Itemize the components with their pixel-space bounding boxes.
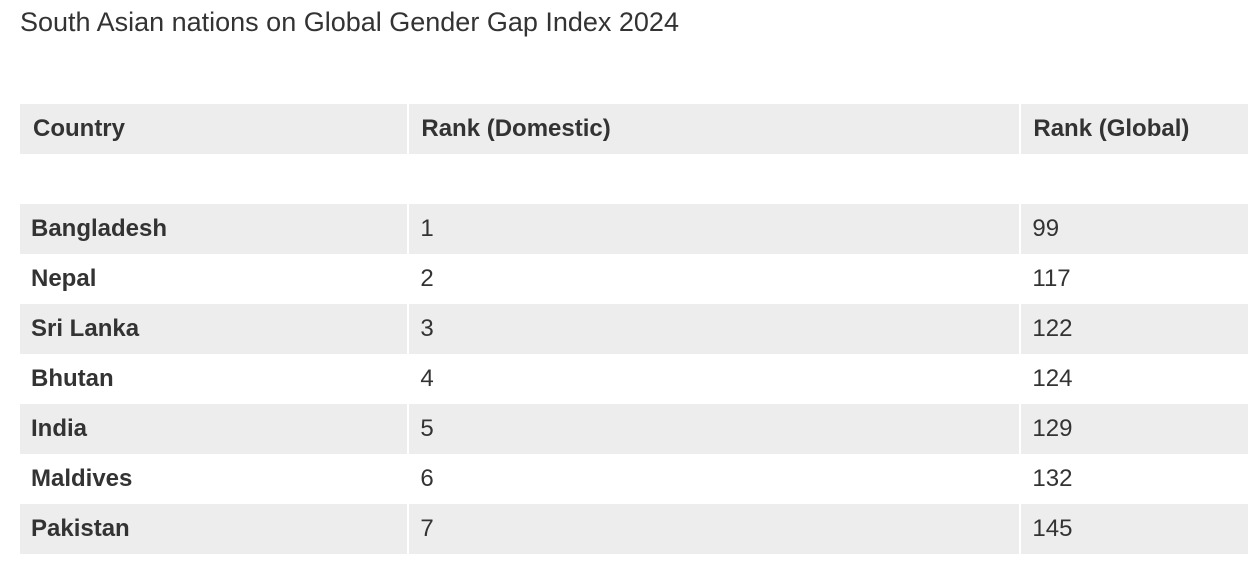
header-spacer [20,154,1248,204]
country-cell: Bangladesh [20,204,408,254]
rank-global-cell: 132 [1021,454,1248,504]
header-country: Country [20,104,408,154]
rank-domestic-cell: 6 [409,454,1020,504]
country-cell: Pakistan [20,504,408,554]
rank-domestic-cell: 5 [409,404,1020,454]
country-cell: Bhutan [20,354,408,404]
rank-global-cell: 124 [1021,354,1248,404]
table-row: Sri Lanka 3 122 [20,304,1248,354]
table-row: India 5 129 [20,404,1248,454]
rank-domestic-cell: 3 [409,304,1020,354]
rank-domestic-cell: 7 [409,504,1020,554]
rank-global-cell: 122 [1021,304,1248,354]
ranking-table: Country Rank (Domestic) Rank (Global) Ba… [20,104,1248,554]
table-row: Nepal 2 117 [20,254,1248,304]
country-cell: Nepal [20,254,408,304]
rank-global-cell: 99 [1021,204,1248,254]
rank-global-cell: 117 [1021,254,1248,304]
table-row: Bangladesh 1 99 [20,204,1248,254]
rank-domestic-cell: 2 [409,254,1020,304]
header-rank-domestic: Rank (Domestic) [409,104,1020,154]
country-cell: Maldives [20,454,408,504]
table-row: Bhutan 4 124 [20,354,1248,404]
chart-title: South Asian nations on Global Gender Gap… [20,7,679,37]
header-rank-global: Rank (Global) [1021,104,1248,154]
table-row: Maldives 6 132 [20,454,1248,504]
table-header-row: Country Rank (Domestic) Rank (Global) [20,104,1248,154]
rank-domestic-cell: 4 [409,354,1020,404]
table-row: Pakistan 7 145 [20,504,1248,554]
rank-global-cell: 129 [1021,404,1248,454]
country-cell: India [20,404,408,454]
rank-global-cell: 145 [1021,504,1248,554]
rank-domestic-cell: 1 [409,204,1020,254]
country-cell: Sri Lanka [20,304,408,354]
